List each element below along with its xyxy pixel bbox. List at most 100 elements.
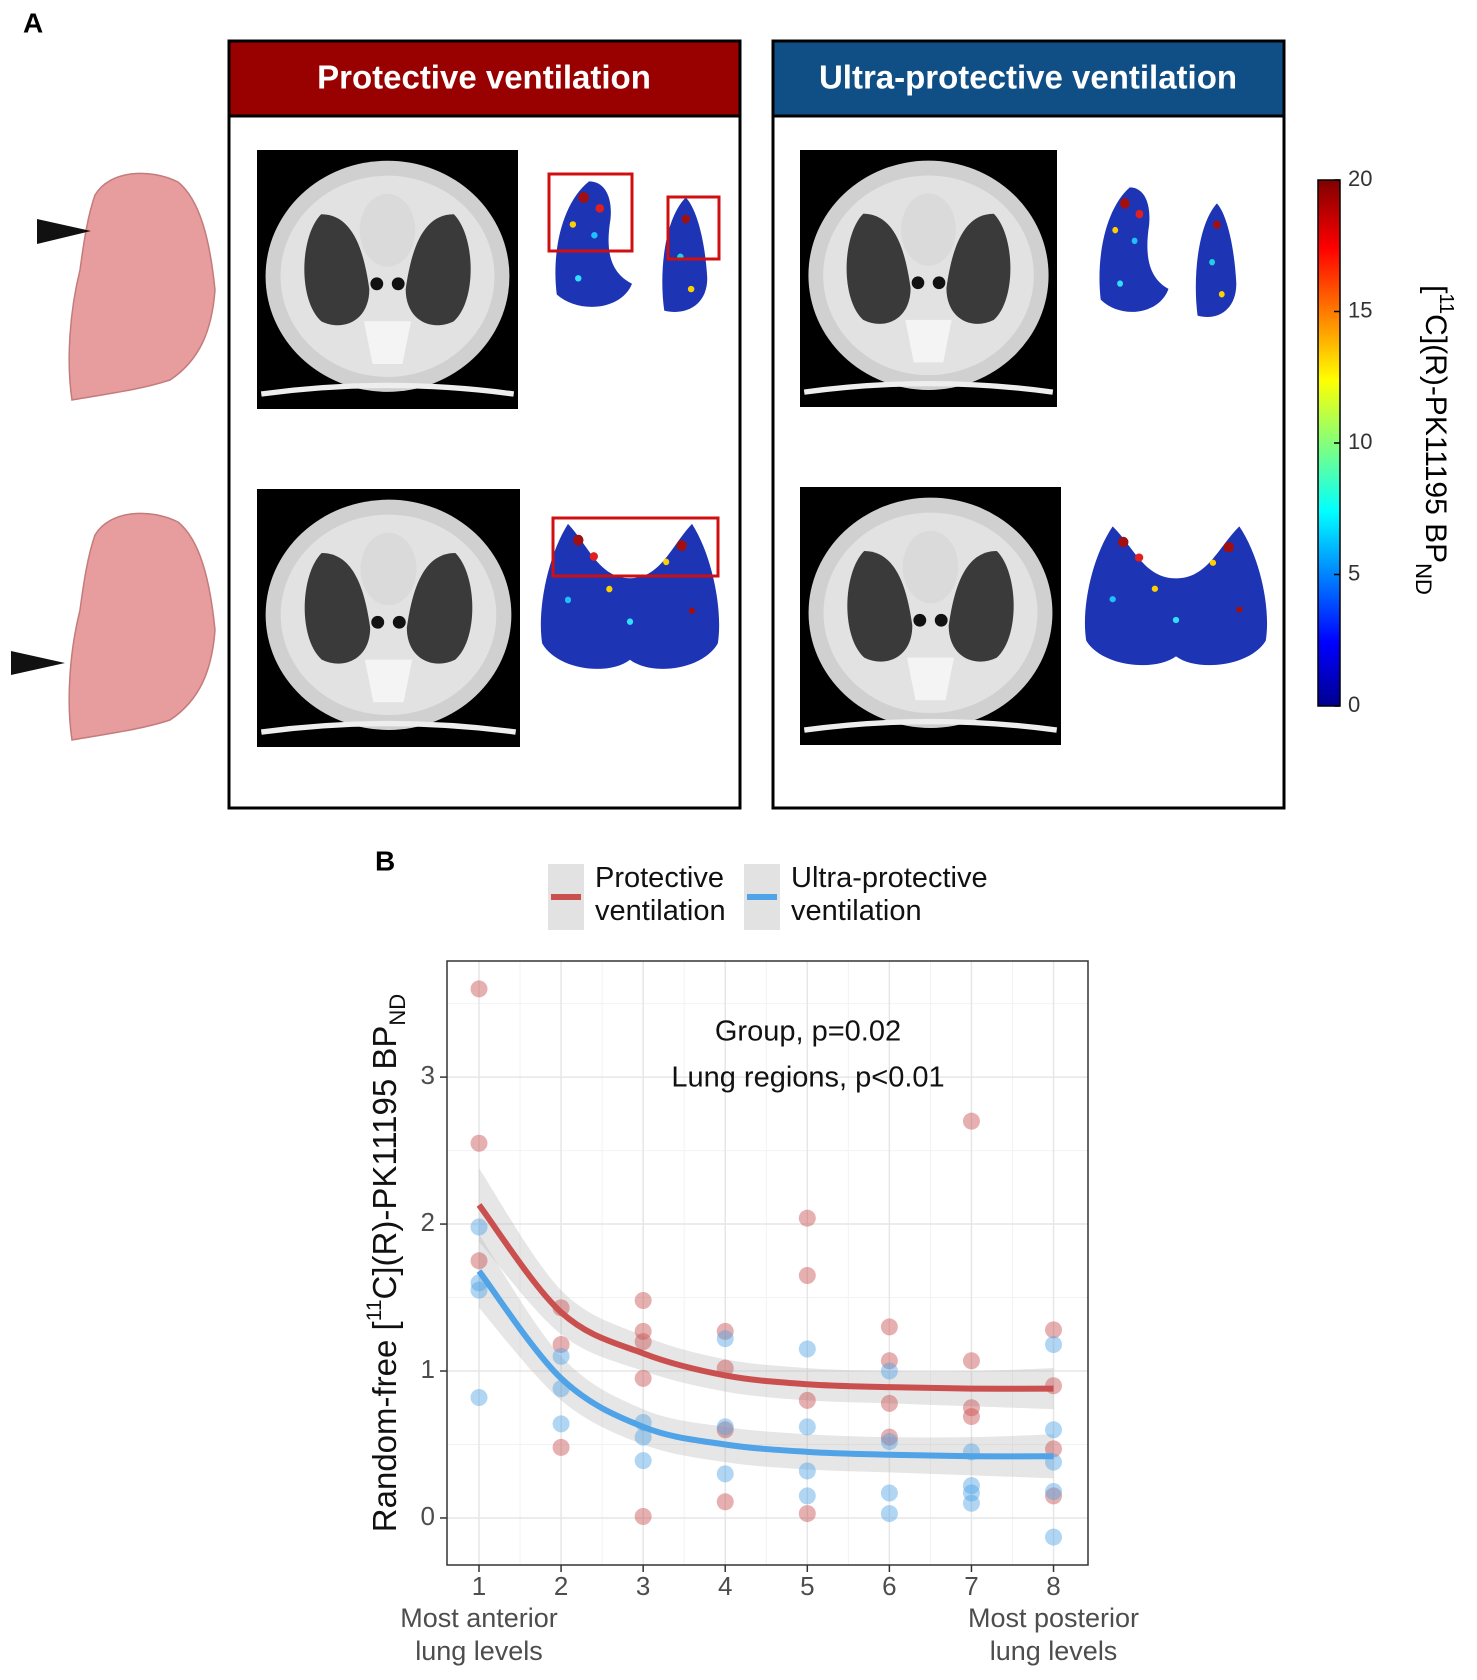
data-point <box>962 1484 980 1502</box>
colorbar-tick-label: 10 <box>1348 429 1372 454</box>
lung-render <box>68 172 216 401</box>
data-point <box>470 1388 488 1406</box>
annotation: Lung regions, p<0.01 <box>671 1062 944 1094</box>
data-point <box>470 1252 488 1270</box>
data-point <box>552 1336 570 1354</box>
data-point <box>880 1394 898 1412</box>
x-annotation: lung levels <box>415 1636 543 1666</box>
data-point <box>716 1421 734 1439</box>
highlight-box <box>666 195 721 261</box>
data-point <box>798 1266 816 1284</box>
data-point <box>470 1281 488 1299</box>
ct-slice <box>257 150 518 409</box>
colorbar-tick-label: 20 <box>1348 166 1372 191</box>
data-point <box>1045 1483 1063 1501</box>
legend-label: Ultra-protective ventilation <box>791 862 988 927</box>
level-arrow <box>37 219 91 244</box>
colorbar-tick-label: 15 <box>1348 297 1372 322</box>
data-point <box>470 980 488 998</box>
data-point <box>798 1505 816 1523</box>
data-point <box>716 1465 734 1483</box>
data-point <box>634 1291 652 1309</box>
panel-header <box>771 39 1286 118</box>
y-tick-label: 2 <box>421 1207 435 1237</box>
data-point <box>1045 1440 1063 1458</box>
x-tick-label: 7 <box>964 1571 978 1601</box>
colorbar-tick-label: 0 <box>1348 692 1360 717</box>
plot-border <box>446 960 1089 1566</box>
data-point <box>962 1399 980 1417</box>
y-tick-label: 0 <box>421 1501 435 1531</box>
data-point <box>880 1318 898 1336</box>
data-point <box>880 1505 898 1523</box>
x-tick-label: 3 <box>636 1571 650 1601</box>
data-point <box>798 1209 816 1227</box>
data-point <box>880 1428 898 1446</box>
data-point <box>880 1352 898 1370</box>
x-tick-label: 2 <box>554 1571 568 1601</box>
colorbar-tick-label: 5 <box>1348 560 1360 585</box>
data-point <box>798 1391 816 1409</box>
x-annotation: Most anterior <box>400 1603 558 1633</box>
x-tick-label: 8 <box>1046 1571 1060 1601</box>
panel-label: A <box>23 7 43 38</box>
highlight-box <box>551 516 720 578</box>
x-annotation: Most posterior <box>968 1603 1139 1633</box>
data-point <box>634 1333 652 1351</box>
plot-background <box>447 961 1088 1565</box>
data-point <box>470 1134 488 1152</box>
x-tick-label: 4 <box>718 1571 732 1601</box>
colorbar-label: [11C](R)-PK11195 BPND <box>1411 285 1457 595</box>
data-point <box>1045 1336 1063 1354</box>
x-tick-label: 1 <box>472 1571 486 1601</box>
data-point <box>716 1493 734 1511</box>
data-point <box>716 1322 734 1340</box>
level-arrow <box>11 651 65 675</box>
ct-slice <box>800 487 1061 745</box>
data-point <box>552 1347 570 1365</box>
highlight-box <box>547 172 634 253</box>
y-tick-label: 3 <box>421 1060 435 1090</box>
data-point <box>552 1438 570 1456</box>
data-point <box>962 1352 980 1370</box>
legend-key <box>548 864 584 930</box>
annotation: Group, p=0.02 <box>715 1016 901 1048</box>
data-point <box>880 1362 898 1380</box>
panel-label: B <box>375 845 395 876</box>
data-point <box>798 1487 816 1505</box>
data-point <box>962 1477 980 1495</box>
y-axis-label: Random-free [11C](R)-PK11195 BPND <box>363 994 410 1532</box>
header-title: Protective ventilation <box>317 59 651 96</box>
data-point <box>962 1112 980 1130</box>
data-point <box>1045 1487 1063 1505</box>
data-point <box>798 1418 816 1436</box>
data-point <box>634 1452 652 1470</box>
data-point <box>1045 1321 1063 1339</box>
data-point <box>634 1322 652 1340</box>
data-point <box>470 1218 488 1236</box>
x-annotation: lung levels <box>990 1636 1118 1666</box>
ct-slice <box>257 489 520 747</box>
data-point <box>880 1484 898 1502</box>
x-tick-label: 5 <box>800 1571 814 1601</box>
lung-render <box>68 512 216 741</box>
data-point <box>634 1508 652 1526</box>
data-point <box>634 1369 652 1387</box>
legend-label: Protective ventilation <box>595 862 726 927</box>
y-tick-label: 1 <box>421 1354 435 1384</box>
x-tick-label: 6 <box>882 1571 896 1601</box>
data-point <box>634 1428 652 1446</box>
panel-header <box>227 39 742 118</box>
data-point <box>552 1415 570 1433</box>
data-point <box>1045 1421 1063 1439</box>
data-point <box>798 1462 816 1480</box>
header-title: Ultra-protective ventilation <box>819 59 1237 96</box>
data-point <box>716 1418 734 1436</box>
fit-line <box>476 1269 1054 1460</box>
data-point <box>798 1340 816 1358</box>
data-point <box>1045 1528 1063 1546</box>
data-point <box>716 1330 734 1348</box>
fit-line <box>476 1203 1054 1392</box>
